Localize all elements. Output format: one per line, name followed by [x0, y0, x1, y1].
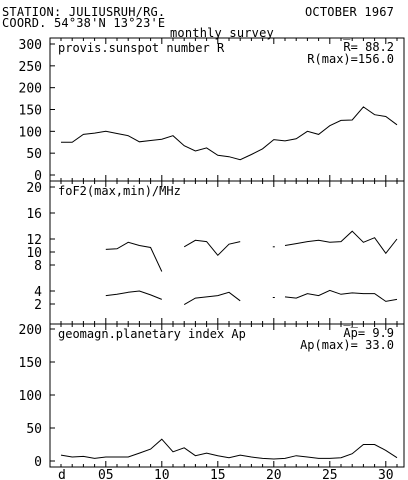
x-tick-label: 15 — [210, 468, 226, 480]
y-tick-label: 150 — [19, 104, 42, 119]
y-tick-label: 100 — [19, 125, 42, 140]
coord-label: COORD. 54°38'N 13°23'E — [2, 16, 166, 30]
x-tick-label: 10 — [154, 468, 170, 480]
y-tick-label: 50 — [26, 422, 42, 437]
period-label: OCTOBER 1967 — [305, 5, 395, 19]
subtitle-label: monthly survey — [170, 26, 274, 40]
y-tick-label: 100 — [19, 389, 42, 404]
x-tick-label: 05 — [98, 468, 114, 480]
station-label: STATION: JULIUSRUH/RG. — [2, 5, 166, 19]
y-tick-label: 250 — [19, 60, 42, 75]
y-tick-label: 4 — [34, 285, 42, 300]
panel-title: provis.sunspot number R — [58, 41, 225, 55]
y-tick-label: 200 — [19, 323, 42, 338]
panel-stat: Ap(max)= 33.0 — [300, 338, 394, 352]
series-line — [183, 291, 241, 306]
y-tick-label: 300 — [19, 38, 42, 53]
panel-stat: R(max)=156.0 — [307, 52, 394, 66]
y-tick-label: 10 — [26, 246, 42, 261]
panel-stat: A̅p̅= 9.9 — [343, 325, 394, 340]
series-line — [61, 106, 398, 161]
y-tick-label: 16 — [26, 207, 42, 222]
series-line — [105, 241, 163, 272]
y-tick-label: 50 — [26, 147, 42, 162]
y-tick-label: 0 — [34, 169, 42, 184]
x-tick-label: d — [58, 468, 66, 480]
y-tick-label: 20 — [26, 181, 42, 196]
y-tick-label: 12 — [26, 233, 42, 248]
panel-stat: R̅= 88.2 — [343, 39, 394, 54]
y-tick-label: 200 — [19, 82, 42, 97]
series-line — [284, 230, 398, 255]
y-tick-label: 8 — [34, 259, 42, 274]
x-tick-label: 20 — [266, 468, 282, 480]
series-line — [284, 289, 398, 302]
x-tick-label: 25 — [322, 468, 338, 480]
series-line — [183, 239, 241, 257]
panel-title: foF2(max,min)/MHz — [58, 184, 181, 198]
panel-title: geomagn.planetary index Ap — [58, 327, 246, 341]
panel-frame — [49, 180, 405, 325]
series-line — [105, 290, 162, 300]
series-line — [60, 438, 398, 460]
x-tick-label: 30 — [378, 468, 394, 480]
y-tick-label: 2 — [34, 298, 42, 313]
y-tick-label: 0 — [34, 455, 42, 470]
y-tick-label: 150 — [19, 356, 42, 371]
